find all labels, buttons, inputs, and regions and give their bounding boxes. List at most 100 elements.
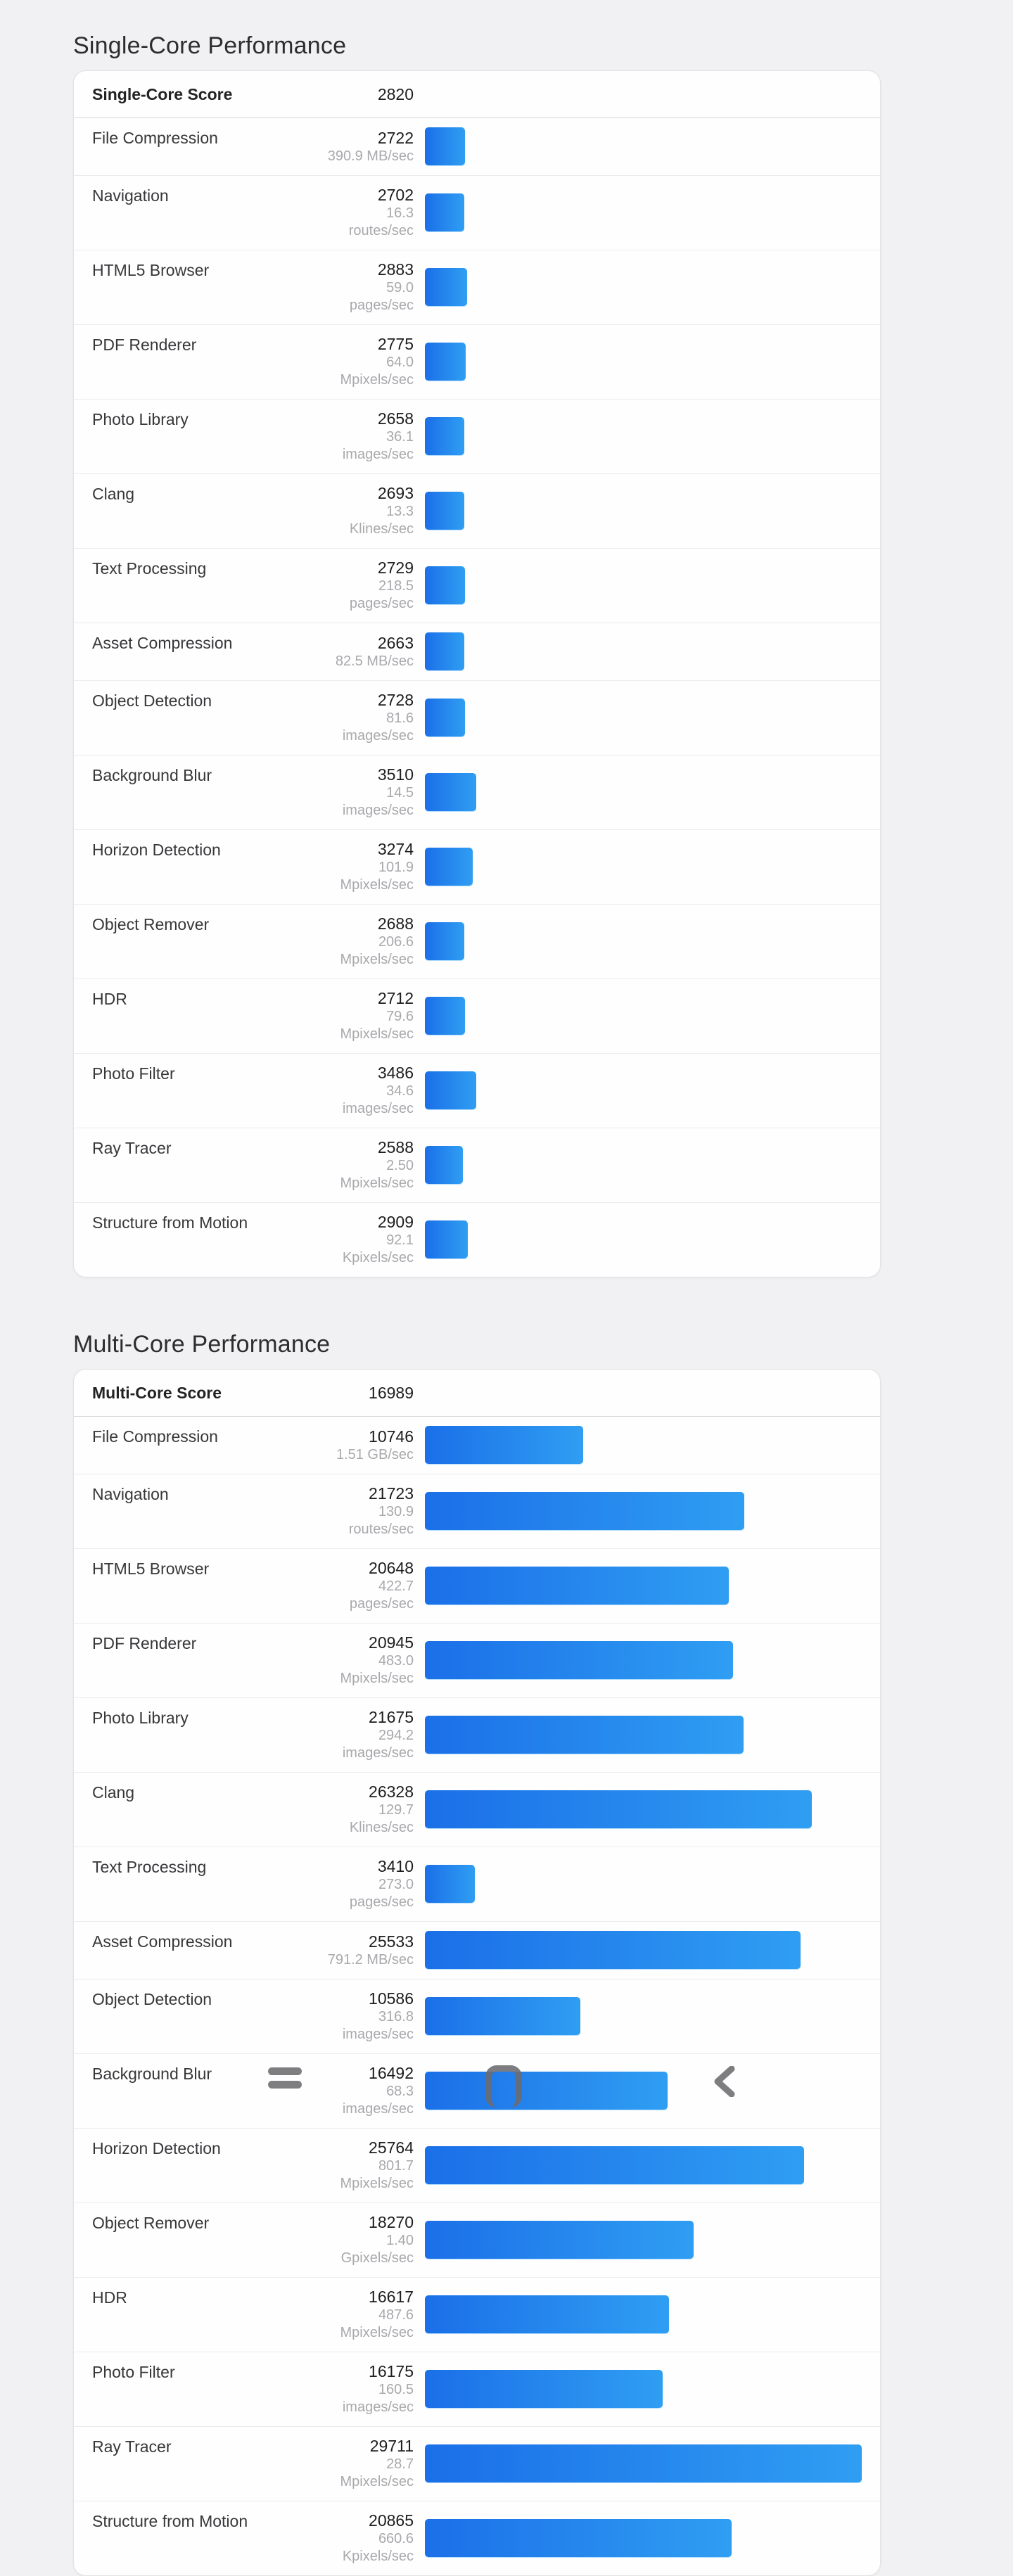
score-bar-track — [425, 1997, 862, 2035]
table-row: Ray Tracer 29711 28.7 Mpixels/sec — [74, 2426, 880, 2501]
table-row: Background Blur 16492 68.3 images/sec — [74, 2053, 880, 2128]
recents-icon[interactable] — [268, 2067, 302, 2101]
workload-score: 3510 — [377, 765, 414, 784]
home-icon[interactable] — [485, 2065, 522, 2108]
score-bar-track — [425, 1426, 862, 1464]
workload-rate: 487.6 Mpixels/sec — [340, 2307, 414, 2340]
workload-label: Object Remover — [92, 915, 210, 933]
workload-label: Structure from Motion — [92, 1213, 248, 1232]
table-row: Navigation 21723 130.9 routes/sec — [74, 1474, 880, 1548]
score-bar — [425, 2072, 668, 2110]
workload-score: 2658 — [377, 409, 414, 428]
workload-label: HDR — [92, 990, 127, 1008]
score-bar — [425, 1716, 744, 1754]
back-icon[interactable] — [708, 2066, 739, 2097]
score-bar-track — [425, 1716, 862, 1754]
workload-score: 29711 — [369, 2437, 414, 2455]
score-bar-track — [425, 773, 862, 811]
score-bar — [425, 1790, 813, 1828]
table-row: PDF Renderer 20945 483.0 Mpixels/sec — [74, 1623, 880, 1697]
workload-label: Navigation — [92, 186, 169, 205]
score-bar — [425, 2444, 862, 2482]
score-bar — [425, 848, 473, 886]
workload-label: Background Blur — [92, 2065, 212, 2083]
workload-label: PDF Renderer — [92, 336, 197, 354]
workload-rate: 390.9 MB/sec — [327, 148, 414, 164]
score-bar-track — [425, 2295, 862, 2333]
workload-scores: 3510 14.5 images/sec — [319, 765, 425, 820]
table-row: Photo Library 2658 36.1 images/sec — [74, 399, 880, 473]
score-bar-track — [425, 1567, 862, 1605]
workload-scores: 29711 28.7 Mpixels/sec — [319, 2436, 425, 2491]
score-bar — [425, 1426, 583, 1464]
workload-scores: 2663 82.5 MB/sec — [319, 633, 425, 670]
score-bar-track — [425, 1220, 862, 1258]
workload-scores: 3274 101.9 Mpixels/sec — [319, 839, 425, 894]
section-title: Single-Core Performance — [73, 32, 347, 59]
workload-rate: 422.7 pages/sec — [349, 1579, 414, 1612]
workload-score: 10746 — [369, 1427, 414, 1446]
workload-scores: 2775 64.0 Mpixels/sec — [319, 334, 425, 389]
workload-rate: 129.7 Klines/sec — [349, 1802, 414, 1835]
workload-score: 20945 — [369, 1633, 414, 1652]
workload-rate: 81.6 images/sec — [342, 710, 414, 744]
workload-rate: 1.51 GB/sec — [336, 1446, 414, 1462]
table-row: Photo Library 21675 294.2 images/sec — [74, 1697, 880, 1772]
score-bar-track — [425, 2146, 862, 2184]
workload-label: Clang — [92, 485, 135, 503]
table-row: HDR 2712 79.6 Mpixels/sec — [74, 978, 880, 1053]
score-bar — [425, 417, 464, 455]
workload-score: 2728 — [377, 691, 414, 709]
score-bar — [425, 1567, 729, 1605]
workload-rate: 64.0 Mpixels/sec — [340, 355, 414, 388]
workload-scores: 2883 59.0 pages/sec — [319, 260, 425, 314]
score-bar — [425, 2519, 732, 2557]
workload-rate: 2.50 Mpixels/sec — [340, 1158, 414, 1191]
workload-label: Photo Library — [92, 1709, 189, 1727]
score-bar — [425, 632, 464, 670]
score-header-label: Multi-Core Score — [92, 1384, 222, 1402]
workload-score: 20648 — [369, 1559, 414, 1577]
workload-rate: 101.9 Mpixels/sec — [340, 860, 414, 893]
section-single-core: Single-Core Performance Single-Core Scor… — [73, 31, 881, 1277]
workload-rate: 68.3 images/sec — [342, 2084, 414, 2117]
workload-label: Background Blur — [92, 766, 212, 784]
table-row: HTML5 Browser 2883 59.0 pages/sec — [74, 250, 880, 324]
table-row: Asset Compression 25533 791.2 MB/sec — [74, 1921, 880, 1979]
workload-label: Structure from Motion — [92, 2512, 248, 2530]
workload-rate: 206.6 Mpixels/sec — [340, 934, 414, 967]
workload-score: 16175 — [369, 2362, 414, 2380]
score-bar — [425, 193, 465, 231]
score-bar-track — [425, 2221, 862, 2259]
score-bar-track — [425, 127, 862, 165]
workload-label: Ray Tracer — [92, 1139, 172, 1157]
workload-scores: 20945 483.0 Mpixels/sec — [319, 1633, 425, 1688]
workload-scores: 16617 487.6 Mpixels/sec — [319, 2287, 425, 2342]
workload-label: Text Processing — [92, 1858, 207, 1876]
score-bar — [425, 773, 477, 811]
score-bar — [425, 1931, 801, 1969]
workload-scores: 2729 218.5 pages/sec — [319, 558, 425, 613]
table-row: HDR 16617 487.6 Mpixels/sec — [74, 2277, 880, 2352]
workload-rate: 218.5 pages/sec — [349, 578, 414, 611]
score-bar-track — [425, 492, 862, 530]
workload-scores: 2588 2.50 Mpixels/sec — [319, 1137, 425, 1192]
benchmark-card: Single-Core Score 2820 File Compression … — [73, 70, 881, 1277]
workload-label: Object Detection — [92, 1990, 212, 2008]
benchmark-rows: File Compression 10746 1.51 GB/sec Navig… — [74, 1417, 880, 2575]
workload-scores: 10586 316.8 images/sec — [319, 1989, 425, 2043]
score-bar — [425, 492, 465, 530]
workload-scores: 25764 801.7 Mpixels/sec — [319, 2138, 425, 2193]
workload-rate: 13.3 Klines/sec — [349, 504, 414, 537]
score-header-label: Single-Core Score — [92, 85, 233, 103]
score-bar — [425, 268, 468, 306]
score-bar — [425, 2221, 694, 2259]
workload-label: Horizon Detection — [92, 2139, 221, 2157]
score-bar-track — [425, 1641, 862, 1679]
workload-scores: 2712 79.6 Mpixels/sec — [319, 988, 425, 1043]
workload-label: Asset Compression — [92, 634, 233, 652]
workload-scores: 16492 68.3 images/sec — [319, 2063, 425, 2118]
workload-rate: 92.1 Kpixels/sec — [342, 1232, 414, 1265]
workload-label: File Compression — [92, 129, 218, 147]
section-multi-core: Multi-Core Performance Multi-Core Score … — [73, 1330, 881, 2576]
